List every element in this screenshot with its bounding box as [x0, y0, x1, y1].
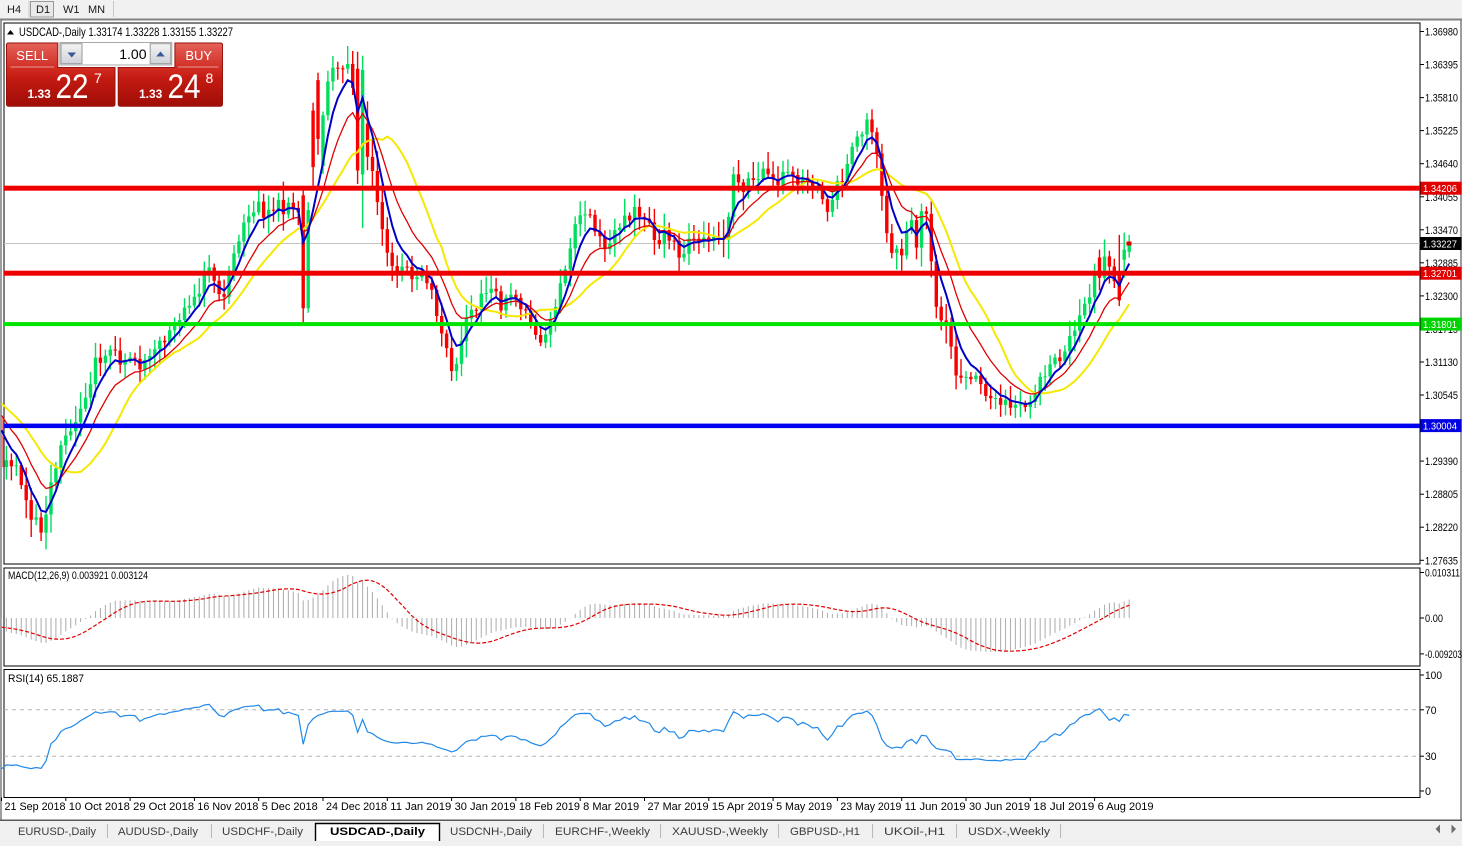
- svg-text:23 May 2019: 23 May 2019: [840, 801, 901, 813]
- svg-text:1.36395: 1.36395: [1425, 60, 1458, 72]
- svg-text:EURCHF-,Weekly: EURCHF-,Weekly: [555, 826, 651, 838]
- svg-text:USDCNH-,Daily: USDCNH-,Daily: [450, 826, 533, 838]
- svg-text:1.34055: 1.34055: [1425, 192, 1458, 204]
- svg-text:0: 0: [1425, 786, 1431, 798]
- svg-text:10 Oct 2018: 10 Oct 2018: [69, 801, 130, 813]
- svg-text:USDX-,Weekly: USDX-,Weekly: [968, 826, 1051, 838]
- svg-text:30: 30: [1425, 751, 1437, 763]
- svg-text:1.33: 1.33: [28, 87, 52, 101]
- svg-text:5 May 2019: 5 May 2019: [776, 801, 832, 813]
- svg-text:1.30004: 1.30004: [1423, 421, 1457, 433]
- svg-text:USDCHF-,Daily: USDCHF-,Daily: [222, 826, 304, 838]
- svg-text:SELL: SELL: [16, 48, 48, 63]
- svg-text:27 Mar 2019: 27 Mar 2019: [648, 801, 709, 813]
- svg-text:1.28805: 1.28805: [1425, 489, 1458, 501]
- svg-text:6 Aug 2019: 6 Aug 2019: [1098, 801, 1154, 813]
- svg-text:GBPUSD-,H1: GBPUSD-,H1: [790, 826, 860, 838]
- svg-text:H4: H4: [7, 4, 21, 16]
- svg-text:18 Jul 2019: 18 Jul 2019: [1033, 801, 1094, 813]
- svg-text:8: 8: [206, 70, 214, 86]
- svg-text:30 Jun 2019: 30 Jun 2019: [969, 801, 1030, 813]
- svg-text:15 Apr 2019: 15 Apr 2019: [712, 801, 773, 813]
- svg-text:1.31130: 1.31130: [1425, 357, 1458, 369]
- svg-text:1.35225: 1.35225: [1425, 126, 1458, 138]
- svg-text:1.00: 1.00: [119, 46, 146, 62]
- svg-text:MACD(12,26,9) 0.003921 0.00312: MACD(12,26,9) 0.003921 0.003124: [8, 570, 148, 582]
- svg-text:1.33227: 1.33227: [1423, 239, 1457, 251]
- svg-text:22: 22: [56, 68, 89, 106]
- svg-text:UKOil-,H1: UKOil-,H1: [884, 826, 945, 838]
- svg-text:24: 24: [168, 68, 201, 106]
- svg-text:1.32701: 1.32701: [1423, 268, 1457, 280]
- svg-text:EURUSD-,Daily: EURUSD-,Daily: [18, 826, 96, 838]
- svg-text:11 Jun 2019: 11 Jun 2019: [905, 801, 966, 813]
- svg-text:11 Jan 2019: 11 Jan 2019: [390, 801, 451, 813]
- svg-text:1.30545: 1.30545: [1425, 390, 1458, 402]
- svg-text:D1: D1: [36, 4, 50, 16]
- svg-text:0.00: 0.00: [1425, 613, 1443, 625]
- svg-text:1.33: 1.33: [139, 87, 163, 101]
- svg-text:MN: MN: [88, 4, 105, 16]
- svg-text:W1: W1: [63, 4, 80, 16]
- svg-text:1.32300: 1.32300: [1425, 291, 1458, 303]
- svg-text:AUDUSD-,Daily: AUDUSD-,Daily: [118, 826, 199, 838]
- svg-text:21 Sep 2018: 21 Sep 2018: [5, 801, 66, 813]
- svg-text:70: 70: [1425, 705, 1437, 717]
- svg-text:24 Dec 2018: 24 Dec 2018: [326, 801, 387, 813]
- svg-text:1.27635: 1.27635: [1425, 555, 1458, 567]
- svg-text:16 Nov 2018: 16 Nov 2018: [197, 801, 258, 813]
- svg-text:7: 7: [94, 70, 102, 86]
- svg-text:1.33470: 1.33470: [1425, 225, 1458, 237]
- svg-text:-0.009203: -0.009203: [1425, 649, 1462, 661]
- svg-text:BUY: BUY: [185, 48, 212, 63]
- svg-text:0.010311: 0.010311: [1425, 568, 1460, 580]
- svg-text:1.29390: 1.29390: [1425, 456, 1458, 468]
- svg-text:8 Mar 2019: 8 Mar 2019: [583, 801, 639, 813]
- svg-text:1.34206: 1.34206: [1423, 183, 1457, 195]
- svg-text:USDCAD-,Daily: USDCAD-,Daily: [330, 826, 426, 838]
- svg-text:1.35810: 1.35810: [1425, 93, 1458, 105]
- svg-text:1.28220: 1.28220: [1425, 522, 1458, 534]
- svg-text:1.31801: 1.31801: [1423, 319, 1457, 331]
- svg-text:29 Oct 2018: 29 Oct 2018: [133, 801, 194, 813]
- svg-text:30 Jan 2019: 30 Jan 2019: [455, 801, 516, 813]
- svg-text:1.36980: 1.36980: [1425, 27, 1458, 39]
- svg-text:18 Feb 2019: 18 Feb 2019: [519, 801, 580, 813]
- svg-text:100: 100: [1425, 670, 1442, 682]
- svg-text:1.34640: 1.34640: [1425, 159, 1458, 171]
- svg-text:XAUUSD-,Weekly: XAUUSD-,Weekly: [672, 826, 769, 838]
- svg-text:RSI(14) 65.1887: RSI(14) 65.1887: [8, 673, 84, 685]
- svg-text:USDCAD-,Daily 1.33174 1.33228: USDCAD-,Daily 1.33174 1.33228 1.33155 1.…: [19, 25, 233, 39]
- svg-text:5 Dec 2018: 5 Dec 2018: [262, 801, 318, 813]
